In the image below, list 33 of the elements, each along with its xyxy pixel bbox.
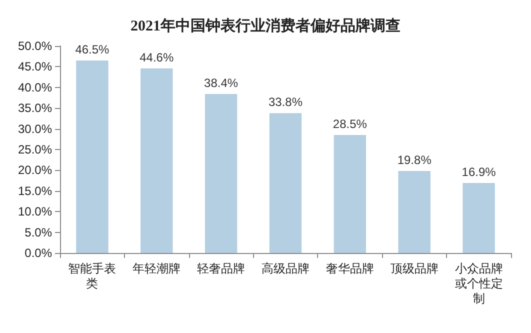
x-tick-label: 高级品牌 [262,262,310,276]
y-tick-label: 0.0% [24,246,52,260]
data-label: 16.9% [462,165,496,180]
y-tick-label: 15.0% [18,184,52,198]
y-tick-label: 5.0% [24,225,52,240]
x-tick-label: 智能手表类 [68,262,116,290]
data-label: 33.8% [268,95,303,110]
x-tick-label: 奢华品牌 [326,262,374,276]
bar [398,171,430,253]
x-tick-label: 小众品牌或个性定制 [454,262,503,306]
x-tick-label: 年轻潮牌 [132,262,181,276]
bar [76,60,108,253]
y-tick-label: 20.0% [18,163,52,178]
bar [334,135,366,253]
data-label: 19.8% [397,153,432,168]
data-label: 28.5% [332,117,368,132]
data-label: 44.6% [140,50,174,64]
y-tick-label: 10.0% [18,204,52,219]
data-label: 38.4% [204,76,238,90]
y-tick-label: 35.0% [18,101,52,116]
data-label: 46.5% [75,42,110,56]
x-tick-label: 顶级品牌 [390,262,438,276]
y-tick-label: 45.0% [18,60,52,74]
chart-title: 2021年中国钟表行业消费者偏好品牌调查 [130,18,400,34]
bar [140,68,173,253]
bar [204,94,238,253]
y-tick-label: 40.0% [18,80,52,94]
y-tick-label: 25.0% [18,142,52,156]
bar [269,113,302,253]
bar [462,183,495,253]
x-tick-label: 轻奢品牌 [197,262,246,276]
y-tick-label: 50.0% [18,39,52,53]
y-tick-label: 30.0% [18,122,52,136]
